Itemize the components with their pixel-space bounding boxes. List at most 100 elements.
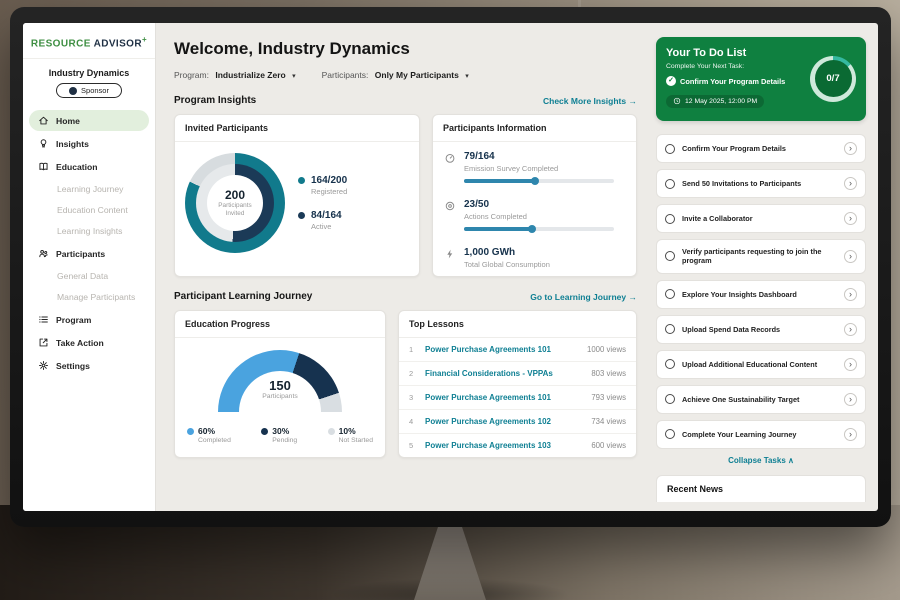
card-title: Invited Participants bbox=[175, 115, 419, 142]
task-checkbox[interactable] bbox=[665, 324, 675, 335]
chevron-down-icon: ▾ bbox=[292, 73, 296, 80]
task-checkbox[interactable] bbox=[665, 178, 675, 189]
program-insights-cards: Invited Participants 200 Participants In… bbox=[174, 114, 637, 277]
participants-value: Only My Participants bbox=[374, 70, 459, 80]
lesson-link[interactable]: Power Purchase Agreements 101 bbox=[425, 393, 551, 402]
brand-resource: RESOURCE bbox=[30, 38, 91, 50]
sidebar-item-label: Manage Participants bbox=[57, 292, 136, 303]
program-insights-header: Program Insights Check More Insights → bbox=[174, 95, 637, 106]
task-checkbox[interactable] bbox=[665, 251, 675, 262]
task-label: Send 50 Invitations to Participants bbox=[682, 178, 802, 188]
task-item-confirm-program[interactable]: Confirm Your Program Details › bbox=[656, 134, 866, 163]
sidebar-item-manage-participants[interactable]: Manage Participants bbox=[29, 287, 149, 307]
donut-center-value: 200 bbox=[224, 188, 246, 202]
chevron-right-icon[interactable]: › bbox=[844, 249, 857, 263]
task-item-upload-spend-data[interactable]: Upload Spend Data Records › bbox=[656, 314, 866, 344]
legend-active: 84/164 Active bbox=[298, 210, 347, 231]
sidebar-item-label: Education Content bbox=[57, 205, 128, 216]
sidebar-item-learning-journey[interactable]: Learning Journey bbox=[29, 179, 149, 199]
chevron-up-icon: ∧ bbox=[788, 455, 794, 465]
lesson-link[interactable]: Power Purchase Agreements 103 bbox=[425, 441, 551, 450]
sidebar-item-home[interactable]: Home bbox=[29, 110, 149, 132]
task-checkbox[interactable] bbox=[665, 143, 675, 154]
todo-subtitle: Complete Your Next Task: bbox=[666, 63, 745, 70]
chevron-right-icon[interactable]: › bbox=[844, 392, 857, 406]
todo-due-chip: 12 May 2025, 12:00 PM bbox=[666, 94, 765, 108]
legend-registered: 164/200 Registered bbox=[298, 175, 347, 196]
lesson-views: 600 views bbox=[591, 441, 626, 450]
brand-advisor: ADVISOR bbox=[93, 38, 142, 50]
lesson-link[interactable]: Power Purchase Agreements 102 bbox=[425, 417, 551, 426]
sidebar-item-program[interactable]: Program bbox=[29, 309, 149, 330]
task-item-send-invitations[interactable]: Send 50 Invitations to Participants › bbox=[656, 169, 866, 198]
collapse-tasks-link[interactable]: Collapse Tasks ∧ bbox=[656, 456, 866, 465]
chevron-right-icon[interactable]: › bbox=[844, 177, 857, 190]
legend-dot bbox=[187, 428, 194, 435]
sidebar-item-label: Education bbox=[56, 161, 98, 172]
task-item-complete-learning-journey[interactable]: Complete Your Learning Journey › bbox=[656, 419, 866, 449]
task-checkbox[interactable] bbox=[665, 429, 675, 440]
todo-summary-card: Your To Do List Complete Your Next Task:… bbox=[656, 37, 866, 121]
task-label: Invite a Collaborator bbox=[682, 213, 753, 223]
legend-value: 10% bbox=[338, 426, 356, 436]
task-label: Confirm Your Program Details bbox=[682, 143, 786, 153]
todo-next-task: ✓ Confirm Your Program Details bbox=[666, 76, 785, 86]
task-item-achieve-target[interactable]: Achieve One Sustainability Target › bbox=[656, 384, 866, 414]
task-label: Achieve One Sustainability Target bbox=[682, 394, 800, 404]
chevron-right-icon[interactable]: › bbox=[844, 142, 857, 155]
book-icon bbox=[39, 163, 48, 171]
lesson-views: 793 views bbox=[591, 393, 626, 402]
sidebar-item-learning-insights[interactable]: Learning Insights bbox=[29, 221, 149, 241]
legend-pending: 30% Pending bbox=[261, 426, 297, 444]
lesson-link[interactable]: Financial Considerations - VPPAs bbox=[425, 369, 553, 378]
learning-journey-cards: Education Progress 150 Participants bbox=[174, 310, 637, 458]
target-icon bbox=[445, 201, 455, 211]
program-select[interactable]: Program: Industrialize Zero ▾ bbox=[174, 70, 296, 80]
lesson-views: 803 views bbox=[591, 369, 626, 378]
task-checkbox[interactable] bbox=[665, 289, 675, 300]
home-icon bbox=[39, 117, 48, 125]
sidebar-item-take-action[interactable]: Take Action bbox=[29, 332, 149, 353]
sidebar-item-insights[interactable]: Insights bbox=[29, 133, 149, 154]
sidebar-item-participants[interactable]: Participants bbox=[29, 243, 149, 264]
collapse-label: Collapse Tasks bbox=[728, 455, 786, 465]
legend-value: 84/164 bbox=[311, 210, 342, 221]
task-checkbox[interactable] bbox=[665, 394, 675, 405]
chevron-right-icon[interactable]: › bbox=[844, 427, 857, 441]
task-checkbox[interactable] bbox=[665, 213, 675, 224]
legend-label: Completed bbox=[198, 437, 231, 444]
legend-dot bbox=[298, 212, 305, 219]
todo-due-date: 12 May 2025, 12:00 PM bbox=[685, 97, 758, 105]
check-more-insights-link[interactable]: Check More Insights → bbox=[543, 96, 637, 106]
sponsor-avatar-icon bbox=[69, 86, 78, 95]
lesson-link[interactable]: Power Purchase Agreements 101 bbox=[425, 345, 551, 354]
lesson-rank: 1 bbox=[409, 345, 414, 354]
stat-value: 79/164 bbox=[464, 151, 495, 162]
task-item-upload-educational-content[interactable]: Upload Additional Educational Content › bbox=[656, 349, 866, 379]
legend-label: Pending bbox=[272, 437, 298, 444]
top-lessons-card: Top Lessons 1 Power Purchase Agreements … bbox=[398, 310, 637, 458]
task-item-invite-collaborator[interactable]: Invite a Collaborator › bbox=[656, 204, 866, 233]
stat-label: Total Global Consumption bbox=[464, 260, 550, 269]
sidebar-item-education-content[interactable]: Education Content bbox=[29, 200, 149, 220]
go-to-learning-journey-link[interactable]: Go to Learning Journey → bbox=[530, 292, 637, 302]
legend-completed: 60% Completed bbox=[187, 426, 231, 444]
chevron-right-icon[interactable]: › bbox=[844, 212, 857, 225]
arrow-right-icon: → bbox=[628, 291, 638, 302]
task-item-explore-insights[interactable]: Explore Your Insights Dashboard › bbox=[656, 279, 866, 309]
task-item-verify-participants[interactable]: Verify participants requesting to join t… bbox=[656, 239, 866, 274]
program-value: Industrialize Zero bbox=[215, 70, 286, 80]
chevron-right-icon[interactable]: › bbox=[844, 357, 857, 371]
chevron-right-icon[interactable]: › bbox=[844, 287, 857, 301]
sidebar-item-settings[interactable]: Settings bbox=[29, 355, 149, 376]
invited-participants-card: Invited Participants 200 Participants In… bbox=[174, 114, 420, 277]
chevron-right-icon[interactable]: › bbox=[844, 322, 857, 336]
participants-select[interactable]: Participants: Only My Participants ▾ bbox=[322, 70, 469, 80]
sidebar-item-education[interactable]: Education bbox=[29, 156, 149, 177]
stat-actions-completed: 23/50 Actions Completed bbox=[433, 190, 636, 238]
lesson-row: 1 Power Purchase Agreements 101 1000 vie… bbox=[399, 338, 636, 362]
sidebar-item-general-data[interactable]: General Data bbox=[29, 266, 149, 286]
gauge-value: 150 bbox=[269, 378, 291, 393]
task-checkbox[interactable] bbox=[665, 359, 675, 370]
gauge-label: Participants bbox=[262, 393, 298, 400]
